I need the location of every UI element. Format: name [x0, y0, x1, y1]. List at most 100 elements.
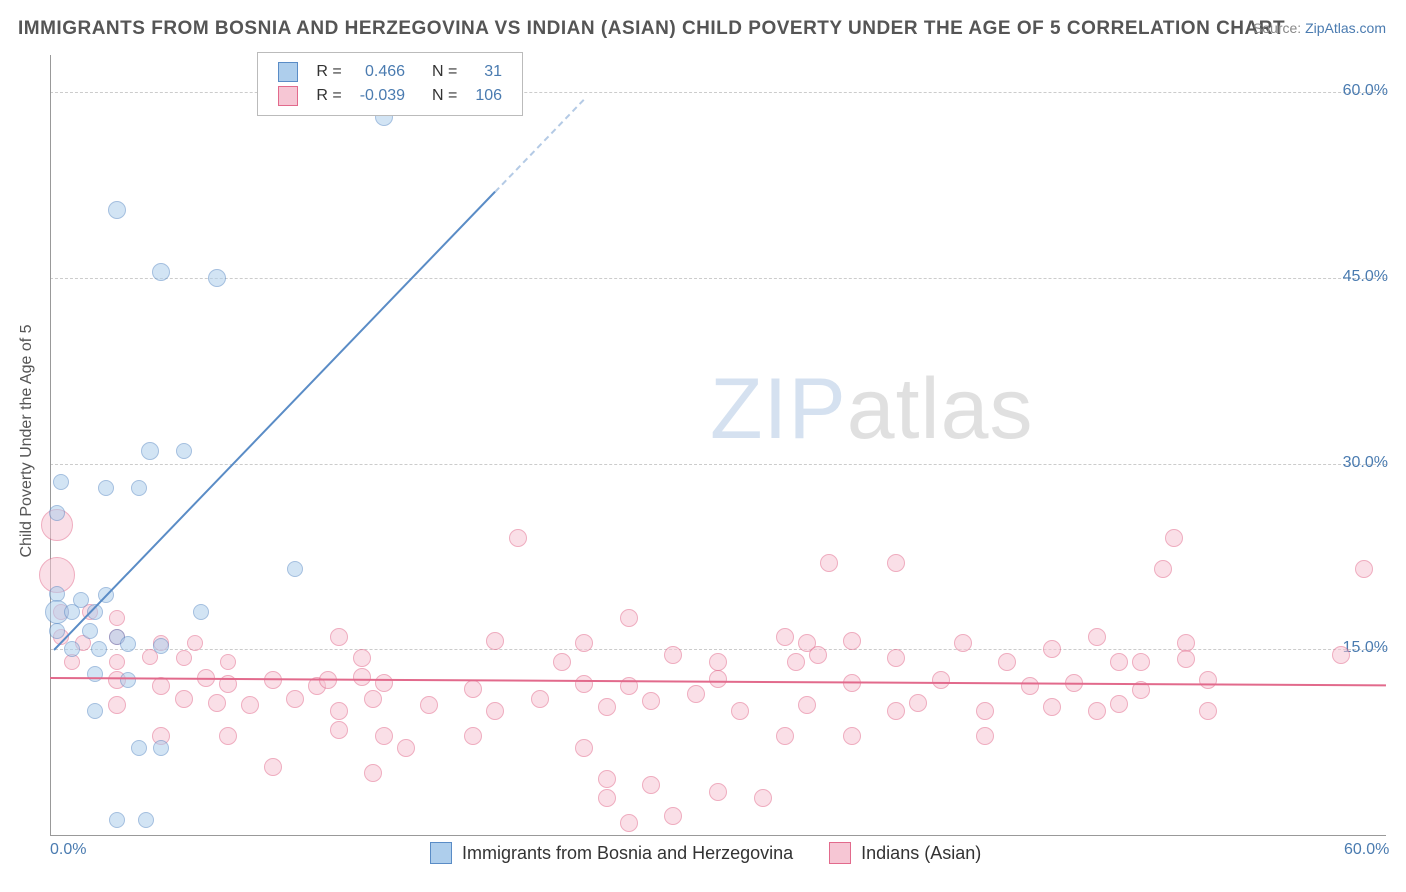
data-point [109, 654, 125, 670]
data-point [1043, 698, 1061, 716]
data-point [120, 672, 136, 688]
legend-label: Immigrants from Bosnia and Herzegovina [462, 843, 793, 864]
data-point [1199, 702, 1217, 720]
data-point [887, 554, 905, 572]
data-point [809, 646, 827, 664]
data-point [87, 666, 103, 682]
data-point [1088, 628, 1106, 646]
data-point [364, 764, 382, 782]
y-axis [50, 55, 51, 835]
data-point [843, 727, 861, 745]
data-point [887, 702, 905, 720]
x-tick-label: 60.0% [1344, 841, 1389, 859]
data-point [553, 653, 571, 671]
source-label: Source: [1253, 20, 1301, 36]
data-point [220, 654, 236, 670]
data-point [642, 776, 660, 794]
data-point [620, 814, 638, 832]
data-point [642, 692, 660, 710]
data-point [1177, 650, 1195, 668]
source-link[interactable]: ZipAtlas.com [1305, 20, 1386, 36]
data-point [798, 696, 816, 714]
y-tick-label: 60.0% [1343, 82, 1388, 100]
data-point [219, 727, 237, 745]
data-point [575, 739, 593, 757]
data-point [208, 694, 226, 712]
data-point [131, 480, 147, 496]
data-point [1154, 560, 1172, 578]
data-point [664, 646, 682, 664]
data-point [264, 758, 282, 776]
data-point [49, 623, 65, 639]
data-point [1110, 653, 1128, 671]
data-point [598, 789, 616, 807]
data-point [353, 668, 371, 686]
data-point [152, 677, 170, 695]
data-point [976, 702, 994, 720]
data-point [176, 650, 192, 666]
data-point [153, 740, 169, 756]
data-point [754, 789, 772, 807]
data-point [98, 480, 114, 496]
correlation-legend: R =0.466 N =31R =-0.039 N =106 [257, 52, 523, 116]
data-point [241, 696, 259, 714]
scatter-chart: 15.0%30.0%45.0%60.0%0.0%60.0%R =0.466 N … [50, 55, 1386, 835]
data-point [287, 561, 303, 577]
data-point [998, 653, 1016, 671]
data-point [120, 636, 136, 652]
data-point [109, 812, 125, 828]
data-point [620, 609, 638, 627]
data-point [375, 674, 393, 692]
data-point [1021, 677, 1039, 695]
legend-swatch [829, 842, 851, 864]
data-point [131, 740, 147, 756]
data-point [664, 807, 682, 825]
data-point [1199, 671, 1217, 689]
series-legend: Immigrants from Bosnia and Herzegovina In… [430, 842, 1007, 864]
data-point [82, 623, 98, 639]
data-point [1043, 640, 1061, 658]
data-point [49, 505, 65, 521]
gridline [50, 464, 1386, 465]
data-point [187, 635, 203, 651]
data-point [330, 702, 348, 720]
legend-label: Indians (Asian) [861, 843, 981, 864]
data-point [976, 727, 994, 745]
data-point [420, 696, 438, 714]
data-point [353, 649, 371, 667]
data-point [1165, 529, 1183, 547]
legend-swatch [430, 842, 452, 864]
data-point [141, 442, 159, 460]
data-point [887, 649, 905, 667]
data-point [709, 783, 727, 801]
data-point [731, 702, 749, 720]
data-point [509, 529, 527, 547]
x-tick-label: 0.0% [50, 841, 86, 859]
data-point [153, 638, 169, 654]
y-tick-label: 45.0% [1343, 268, 1388, 286]
data-point [464, 727, 482, 745]
gridline [50, 278, 1386, 279]
data-point [1088, 702, 1106, 720]
data-point [787, 653, 805, 671]
data-point [397, 739, 415, 757]
source-attribution: Source: ZipAtlas.com [1253, 20, 1386, 36]
data-point [108, 696, 126, 714]
data-point [575, 634, 593, 652]
data-point [208, 269, 226, 287]
data-point [64, 604, 80, 620]
y-tick-label: 30.0% [1343, 454, 1388, 472]
data-point [364, 690, 382, 708]
data-point [954, 634, 972, 652]
data-point [1355, 560, 1373, 578]
data-point [843, 632, 861, 650]
data-point [598, 770, 616, 788]
data-point [108, 201, 126, 219]
data-point [64, 641, 80, 657]
data-point [709, 670, 727, 688]
data-point [486, 632, 504, 650]
data-point [286, 690, 304, 708]
data-point [152, 263, 170, 281]
trend-line [54, 191, 496, 650]
data-point [53, 474, 69, 490]
